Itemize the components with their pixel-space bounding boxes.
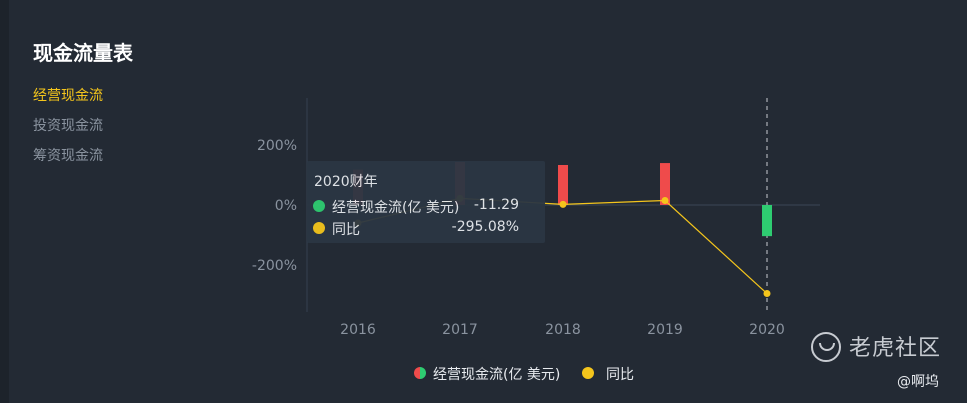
- bar-2020: [762, 205, 772, 237]
- x-tick-label: 2019: [647, 322, 683, 338]
- tooltip-value: -295.08%: [451, 219, 519, 235]
- yoy-point-2020: [763, 290, 771, 298]
- legend-item-cashflow[interactable]: 经营现金流(亿 美元): [433, 367, 561, 383]
- y-tick-label: 0%: [275, 198, 297, 214]
- tooltip-title: 2020财年: [314, 174, 378, 190]
- tooltip-value: -11.29: [473, 197, 519, 213]
- green-dot-icon: [313, 200, 325, 212]
- yellow-dot-icon: [313, 222, 325, 234]
- tooltip-row-cashflow: 经营现金流(亿 美元) -11.29: [313, 197, 537, 216]
- x-tick-label: 2016: [340, 322, 376, 338]
- x-tick-label: 2018: [545, 322, 581, 338]
- menu-item-investing[interactable]: 投资现金流: [33, 118, 103, 134]
- line-series-legend-icon: [582, 367, 594, 379]
- menu-item-operating[interactable]: 经营现金流: [33, 88, 103, 104]
- y-tick-label: -200%: [252, 258, 297, 274]
- bar-series-legend-icon: [414, 367, 426, 379]
- left-edge-bar: [0, 0, 9, 403]
- tiger-logo-icon: [811, 332, 841, 362]
- yoy-point-2018: [559, 200, 567, 208]
- tooltip-row-yoy: 同比 -295.08%: [313, 219, 537, 238]
- cashflow-type-menu: 经营现金流 投资现金流 筹资现金流: [33, 88, 103, 178]
- x-tick-label: 2020: [749, 322, 785, 338]
- legend-item-yoy[interactable]: 同比: [606, 367, 634, 383]
- bar-2018: [558, 165, 568, 205]
- yoy-point-2019: [661, 197, 669, 204]
- bar-2019: [660, 163, 670, 205]
- page-title: 现金流量表: [33, 41, 133, 65]
- chart-tooltip: 2020财年 经营现金流(亿 美元) -11.29 同比 -295.08%: [307, 161, 545, 243]
- watermark-text: 老虎社区: [849, 336, 942, 361]
- menu-item-financing[interactable]: 筹资现金流: [33, 148, 103, 164]
- x-tick-label: 2017: [442, 322, 478, 338]
- tooltip-label: 同比: [332, 222, 360, 238]
- tooltip-label: 经营现金流(亿 美元): [332, 200, 460, 216]
- author-handle: @啊坞: [897, 374, 939, 390]
- y-tick-label: 200%: [257, 138, 297, 154]
